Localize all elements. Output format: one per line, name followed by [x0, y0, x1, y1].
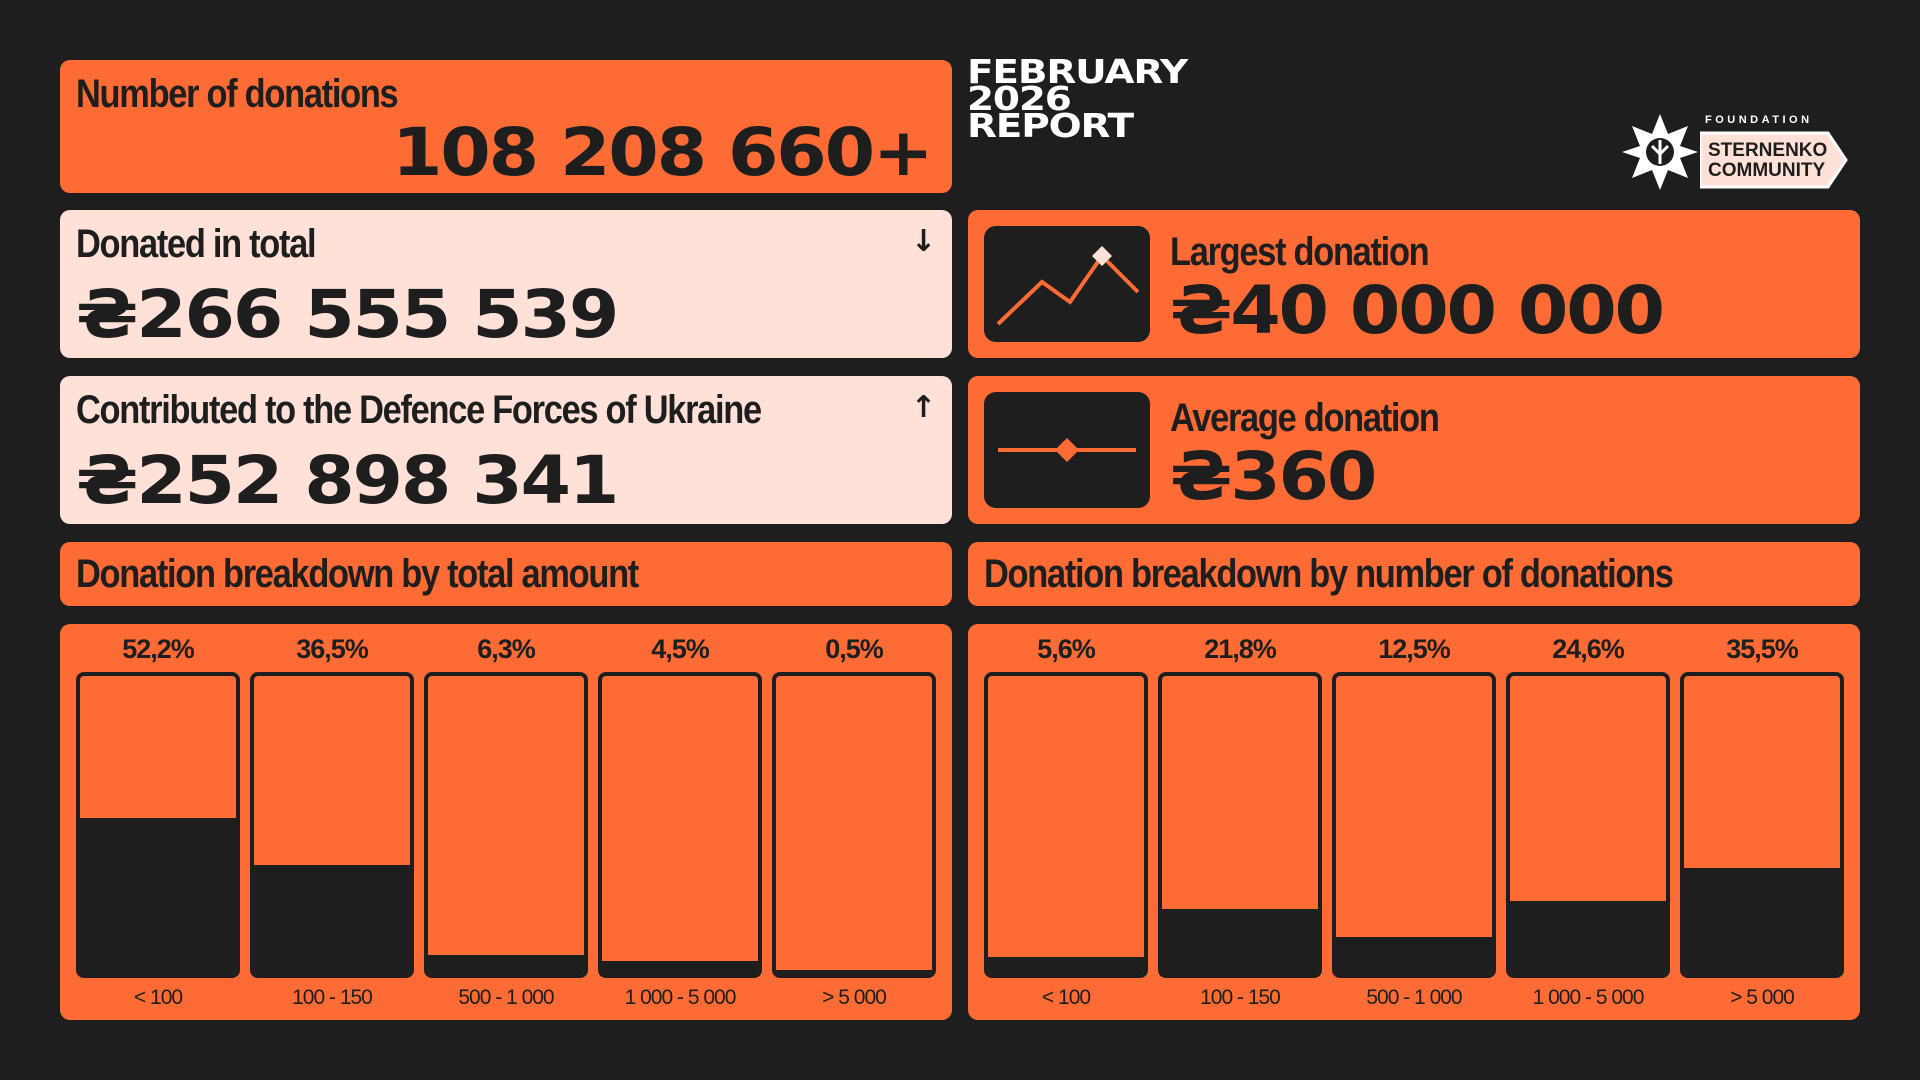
logo-line-1: STERNENKO: [1708, 140, 1828, 161]
contributed-card: Contributed to the Defence Forces of Ukr…: [60, 376, 952, 524]
line-chart-peak-icon: [984, 226, 1150, 342]
bar-value-label: 5,6%: [1037, 634, 1096, 664]
category-tick-label: 100 - 150: [1200, 986, 1281, 1009]
bar-value-label: 21,8%: [1204, 634, 1277, 664]
bar: [988, 957, 1144, 974]
bar: [254, 865, 410, 974]
sternenko-logo: FOUNDATION STERNENKO COMMUNITY: [1620, 112, 1860, 192]
chart-number-header: Donation breakdown by number of donation…: [968, 542, 1860, 606]
bar-value-label: 24,6%: [1552, 634, 1625, 664]
bar-column: 21,8% 100 - 150: [1158, 624, 1322, 1020]
category-tick-label: 500 - 1 000: [1366, 986, 1462, 1009]
logo-name-plate: STERNENKO COMMUNITY: [1700, 129, 1848, 189]
bar-column: 36,5% 100 - 150: [250, 624, 414, 1020]
donations-count-card: Number of donations 108 208 660+: [60, 60, 952, 193]
bar-frame: [76, 672, 240, 978]
category-tick-label: < 100: [1041, 986, 1091, 1009]
bar-frame: [250, 672, 414, 978]
chart-number-donations: 5,6% < 100 21,8% 100 - 150 12,5% 500 - 1 000 2…: [968, 624, 1860, 1020]
chart-total-amount-header: Donation breakdown by total amount: [60, 542, 952, 606]
chart-total-amount-title: Donation breakdown by total amount: [76, 552, 639, 596]
bar-frame: [1680, 672, 1844, 978]
bar-value-label: 35,5%: [1726, 634, 1799, 664]
bar: [602, 960, 758, 974]
chart-number-title: Donation breakdown by number of donation…: [984, 552, 1674, 596]
largest-donation-label: Largest donation: [1170, 230, 1430, 274]
report-title-year: 2026: [967, 79, 1072, 118]
bar-frame: [424, 672, 588, 978]
donations-count-label: Number of donations: [76, 72, 399, 116]
connector-tab: [666, 360, 952, 373]
bar-value-label: 6,3%: [477, 634, 536, 664]
bar-frame: [984, 672, 1148, 978]
category-tick-label: 100 - 150: [292, 986, 373, 1009]
donated-total-label: Donated in total: [76, 222, 317, 266]
category-tick-label: 1 000 - 5 000: [1532, 986, 1645, 1009]
report-title-word: REPORT: [967, 106, 1134, 145]
arrow-down-icon: ↓: [910, 224, 936, 259]
bar-column: 0,5% > 5 000: [772, 624, 936, 1020]
connector-tab: [60, 608, 346, 621]
connector-tab: [1574, 360, 1860, 373]
bar: [1510, 900, 1666, 974]
bar-frame: [1158, 672, 1322, 978]
bar-value-label: 52,2%: [122, 634, 195, 664]
category-tick-label: 1 000 - 5 000: [624, 986, 737, 1009]
category-tick-label: > 5 000: [822, 986, 887, 1009]
connector-tab: [666, 608, 952, 621]
slider-diamond-icon: [984, 392, 1150, 508]
connector-tab: [60, 360, 346, 373]
average-donation-label: Average donation: [1170, 396, 1440, 440]
bar-frame: [1506, 672, 1670, 978]
bar: [80, 818, 236, 974]
bar-column: 35,5% > 5 000: [1680, 624, 1844, 1020]
bar-value-label: 0,5%: [825, 634, 884, 664]
chart-total-amount: 52,2% < 100 36,5% 100 - 150 6,3% 500 - 1 000 4…: [60, 624, 952, 1020]
category-tick-label: > 5 000: [1730, 986, 1795, 1009]
logo-line-2: COMMUNITY: [1708, 160, 1826, 181]
logo-foundation-text: FOUNDATION: [1705, 114, 1813, 126]
largest-donation-card: Largest donation ₴40 000 000: [968, 210, 1860, 358]
bar-column: 52,2% < 100: [76, 624, 240, 1020]
report-title-month: FEBRUARY: [967, 52, 1188, 91]
bar: [776, 970, 932, 974]
report-title: FEBRUARY 2026 REPORT: [967, 55, 1188, 142]
bar-column: 6,3% 500 - 1 000: [424, 624, 588, 1020]
connector-tab: [968, 360, 1254, 373]
bar-frame: [1332, 672, 1496, 978]
contributed-label: Contributed to the Defence Forces of Ukr…: [76, 388, 762, 432]
bar-value-label: 36,5%: [296, 634, 369, 664]
bar-column: 4,5% 1 000 - 5 000: [598, 624, 762, 1020]
category-tick-label: < 100: [133, 986, 183, 1009]
largest-donation-value: ₴40 000 000: [1170, 272, 1665, 349]
bar-column: 24,6% 1 000 - 5 000: [1506, 624, 1670, 1020]
bar: [1336, 936, 1492, 974]
bar: [1162, 909, 1318, 974]
bar-frame: [598, 672, 762, 978]
donated-total-value: ₴266 555 539: [76, 276, 619, 353]
average-donation-card: Average donation ₴360: [968, 376, 1860, 524]
bar-value-label: 12,5%: [1378, 634, 1451, 664]
bar-column: 12,5% 500 - 1 000: [1332, 624, 1496, 1020]
star-emblem-icon: [1622, 114, 1698, 190]
donations-count-value: 108 208 660+: [392, 114, 934, 191]
bar: [1684, 868, 1840, 974]
donated-total-card: Donated in total ↓ ₴266 555 539: [60, 210, 952, 358]
bar-column: 5,6% < 100: [984, 624, 1148, 1020]
bar-value-label: 4,5%: [651, 634, 710, 664]
bar-frame: [772, 672, 936, 978]
connector-tab: [1574, 608, 1860, 621]
arrow-up-icon: ↑: [910, 390, 936, 425]
contributed-value: ₴252 898 341: [76, 442, 619, 519]
category-tick-label: 500 - 1 000: [458, 986, 554, 1009]
bar: [428, 955, 584, 974]
average-donation-value: ₴360: [1170, 438, 1377, 515]
connector-tab: [968, 608, 1254, 621]
